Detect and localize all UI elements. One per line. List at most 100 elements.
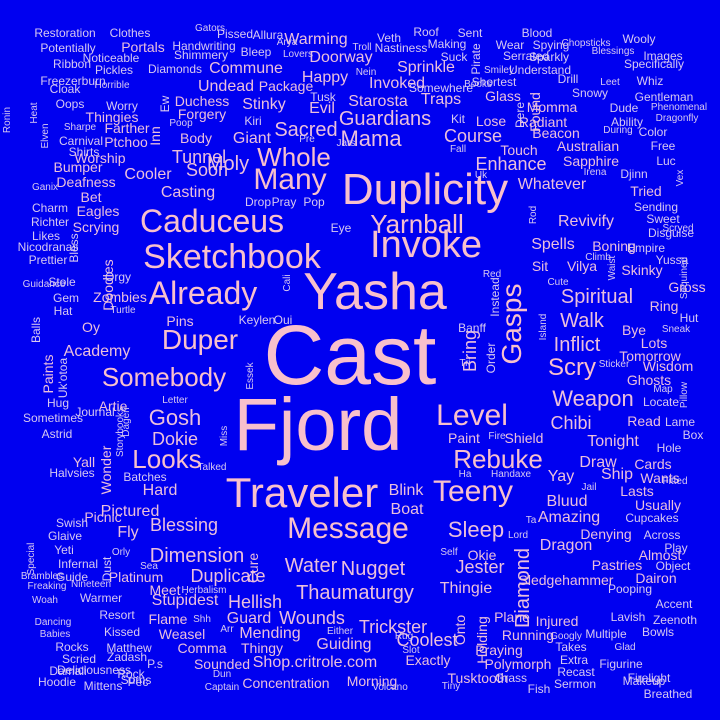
word-platinum: Platinum: [108, 569, 164, 585]
word-warming: Warming: [284, 31, 348, 48]
word-yeti: Yeti: [54, 543, 74, 557]
word-sums: Sums: [120, 673, 152, 687]
word-invoked: Invoked: [368, 75, 426, 92]
word-pooping: Pooping: [607, 582, 653, 596]
word-wonder: Wonder: [98, 445, 114, 495]
word-shirts: Shirts: [68, 145, 100, 159]
word-fly: Fly: [117, 524, 139, 541]
word-moly: Moly: [206, 153, 250, 175]
word-scryed: Scryed: [662, 223, 694, 234]
word-level: Level: [436, 399, 508, 432]
word-portals: Portals: [121, 39, 165, 55]
word-pec: Pec: [127, 675, 149, 689]
word-bowls: Bowls: [641, 625, 675, 639]
word-thingies: Thingies: [85, 109, 139, 125]
word-gem: Gem: [52, 291, 80, 305]
word-yarnball: Yarnball: [370, 209, 464, 239]
word-amazing: Amazing: [537, 509, 601, 526]
word-traveler: Traveler: [225, 469, 379, 516]
word-snowy: Snowy: [571, 86, 609, 100]
word-instead: Instead: [488, 277, 502, 317]
word-miss: Miss: [219, 425, 230, 447]
word-damali: Damali: [49, 664, 87, 678]
word-water: Water: [284, 555, 338, 577]
word-tonight: Tonight: [587, 433, 639, 450]
word-sequined: Sequined: [679, 256, 690, 300]
word-cooler: Cooler: [124, 166, 172, 183]
word-nineteen: Nineteen: [70, 579, 112, 590]
word-orgy: Orgy: [104, 270, 132, 284]
word-fire: Fire: [488, 431, 506, 442]
word-journal: Journal: [75, 405, 115, 419]
word-firelight: Firelight: [627, 671, 671, 685]
word-thingy: Thingy: [240, 640, 284, 656]
word-starosta: Starosta: [348, 93, 408, 110]
word-tried: Tried: [630, 183, 662, 199]
word-duplicate: Duplicate: [190, 566, 266, 586]
word-doorway: Doorway: [309, 49, 373, 66]
word-clothes: Clothes: [109, 26, 151, 40]
word-uk: Uk: [474, 170, 488, 181]
word-understand: Understand: [508, 63, 572, 77]
word-praying: Praying: [475, 642, 523, 658]
word-sermon: Sermon: [553, 677, 597, 691]
word-glad: Glad: [614, 642, 636, 653]
word-artie: Artie: [98, 398, 128, 414]
word-many: Many: [253, 163, 327, 196]
word-pillow: Pillow: [679, 381, 690, 409]
word-blink: Blink: [388, 482, 424, 499]
word-climb: Climb: [585, 252, 611, 263]
word-thaumaturgy: Thaumaturgy: [296, 582, 414, 604]
word-almost: Almost: [638, 547, 682, 563]
word-uk-otoa: Uk'otoa: [56, 357, 70, 399]
word-weasel: Weasel: [158, 626, 206, 642]
word-lose: Lose: [475, 113, 507, 129]
word-special: Special: [26, 542, 37, 576]
word-lasts: Lasts: [620, 483, 654, 499]
word-spying: Spying: [532, 38, 570, 52]
word-nugget: Nugget: [340, 558, 406, 580]
word-commune: Commune: [209, 60, 283, 77]
word-scry: Scry: [548, 354, 596, 381]
word-ribbon: Ribbon: [52, 57, 92, 71]
word-paint: Paint: [448, 430, 480, 446]
word-self: Self: [440, 547, 458, 558]
word-soon: Soon: [185, 160, 229, 180]
word-nastiness: Nastiness: [374, 41, 428, 55]
word-ship: Ship: [600, 466, 634, 483]
word-glass: Glass: [485, 88, 521, 104]
word-ghosts: Ghosts: [626, 372, 672, 388]
word-fitted: Fitted: [662, 476, 688, 487]
word-sharpe: Sharpe: [63, 122, 97, 133]
word-scried: Scried: [61, 652, 97, 666]
word-oops: Oops: [55, 97, 85, 111]
word-gross: Gross: [668, 279, 706, 295]
word-ptchoo: Ptchoo: [104, 134, 148, 150]
word-coolest: Coolest: [396, 630, 458, 650]
word-sticker: Sticker: [598, 359, 630, 370]
word-dere: Dere: [513, 101, 527, 129]
word-blood: Blood: [521, 26, 553, 40]
word-balls: Balls: [29, 316, 43, 344]
word-sneak: Sneak: [661, 324, 691, 335]
word-rod: Rod: [528, 205, 539, 225]
word-serrated: Serrated: [502, 49, 550, 63]
word-herbalism: Herbalism: [181, 585, 227, 596]
word-swish: Swish: [55, 516, 89, 530]
word-whiz: Whiz: [636, 74, 664, 88]
word-cute: Cute: [547, 277, 569, 288]
word-body: Body: [180, 130, 212, 146]
word-guard: Guard: [226, 610, 272, 627]
word-yussa: Yussa: [655, 253, 689, 267]
word-lovers: Lovers: [282, 49, 314, 60]
word-read: Read: [627, 413, 661, 429]
word-skinky: Skinky: [621, 262, 663, 278]
word-denying: Denying: [580, 526, 632, 542]
word-p-s: P.s: [147, 657, 163, 671]
word-red: Red: [482, 269, 502, 280]
word-message: Message: [287, 512, 409, 545]
word-zombies: Zombies: [93, 289, 147, 305]
word-yay: Yay: [547, 468, 575, 485]
word-onto: Onto: [452, 614, 468, 646]
word-rug: Rug: [394, 631, 414, 642]
